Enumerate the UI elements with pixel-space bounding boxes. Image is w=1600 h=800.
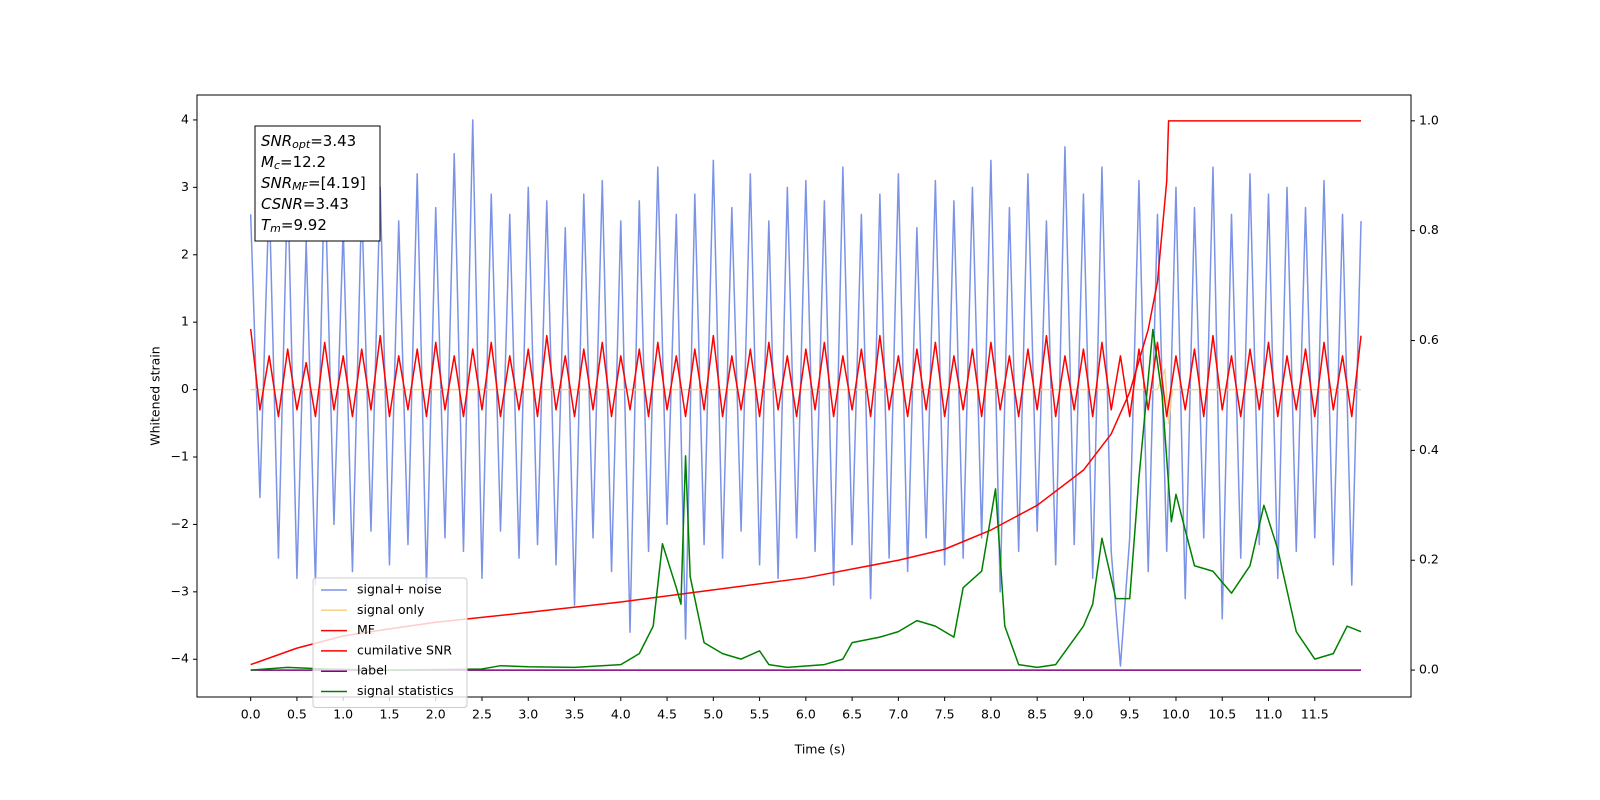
y2-tick-label: 0.0 — [1419, 662, 1439, 677]
x-tick-label: 0.0 — [241, 707, 261, 722]
y-axis-label: Whitened strain — [148, 346, 163, 445]
x-tick-label: 3.0 — [518, 707, 538, 722]
y-tick-label: 3 — [181, 179, 189, 194]
annotation-value: =3.43 — [310, 132, 356, 150]
legend-label: label — [357, 663, 387, 678]
annotation-subscript: c — [274, 159, 280, 172]
legend-label: signal+ noise — [357, 582, 442, 597]
x-tick-label: 8.0 — [981, 707, 1001, 722]
annotation-name: SNR — [261, 132, 292, 150]
annotation-subscript: MF — [292, 180, 308, 193]
annotation-subscript: opt — [292, 138, 311, 151]
x-tick-label: 11.0 — [1255, 707, 1283, 722]
annotation-name: M — [261, 153, 274, 171]
x-tick-label: 0.5 — [287, 707, 307, 722]
y-tick-label: 0 — [181, 381, 189, 396]
y-tick-label: −1 — [171, 449, 189, 464]
legend-label: MF — [357, 622, 375, 637]
annotation-name: CSNR — [261, 195, 303, 213]
y2-tick-label: 1.0 — [1419, 112, 1439, 127]
annotation-value: =9.92 — [281, 216, 327, 234]
series-line — [250, 368, 1362, 425]
x-tick-label: 10.0 — [1162, 707, 1190, 722]
x-tick-label: 6.0 — [796, 707, 816, 722]
x-axis-label: Time (s) — [794, 742, 846, 757]
y2-tick-label: 0.4 — [1419, 442, 1439, 457]
annotation-name: T — [261, 216, 272, 234]
annotation-name: SNR — [261, 174, 292, 192]
x-tick-label: 7.5 — [935, 707, 955, 722]
x-tick-label: 3.5 — [565, 707, 585, 722]
annotation-frame — [254, 125, 381, 242]
annotation: Tm=9.92 — [261, 216, 327, 236]
legend-label: signal statistics — [357, 683, 454, 698]
annotation-value: =[4.19] — [308, 174, 366, 192]
annotation: SNRMF=[4.19] — [261, 174, 366, 194]
annotation-value: =3.43 — [303, 195, 349, 213]
x-tick-label: 5.0 — [703, 707, 723, 722]
y2-tick-label: 0.8 — [1419, 222, 1439, 237]
legend-frame — [312, 577, 468, 708]
y-tick-label: 1 — [181, 314, 189, 329]
x-tick-label: 9.5 — [1120, 707, 1140, 722]
x-tick-label: 5.5 — [750, 707, 770, 722]
y-tick-label: −2 — [171, 516, 189, 531]
y-tick-label: 4 — [181, 111, 189, 126]
x-tick-label: 1.0 — [333, 707, 353, 722]
y-tick-label: −3 — [171, 583, 189, 598]
series-line — [249, 119, 1362, 667]
x-tick-label: 10.5 — [1208, 707, 1236, 722]
y-tick-label: 2 — [181, 246, 189, 261]
x-tick-label: 11.5 — [1301, 707, 1329, 722]
x-tick-label: 8.5 — [1027, 707, 1047, 722]
plot-frame — [196, 94, 1412, 698]
series-line — [249, 328, 1362, 418]
y-tick-label: −4 — [171, 651, 189, 666]
x-tick-label: 2.0 — [426, 707, 446, 722]
y2-tick-label: 0.6 — [1419, 332, 1439, 347]
annotation-subscript: m — [270, 222, 281, 235]
legend-label: cumilative SNR — [357, 642, 452, 657]
annotation: Mc=12.2 — [261, 153, 326, 173]
y2-tick-label: 0.2 — [1419, 552, 1439, 567]
x-tick-label: 7.0 — [888, 707, 908, 722]
annotation: SNRopt=3.43 — [261, 132, 356, 152]
x-tick-label: 4.5 — [657, 707, 677, 722]
x-tick-label: 6.5 — [842, 707, 862, 722]
x-tick-label: 9.0 — [1073, 707, 1093, 722]
annotation-box: SNRopt=3.43Mc=12.2SNRMF=[4.19]CSNR=3.43T… — [254, 125, 381, 242]
x-tick-label: 4.0 — [611, 707, 631, 722]
legend-label: signal only — [357, 602, 425, 617]
annotation: CSNR=3.43 — [261, 195, 349, 213]
legend: signal+ noise signal only MF cumilative SNR… — [312, 577, 468, 708]
annotation-value: =12.2 — [280, 153, 326, 171]
x-tick-label: 2.5 — [472, 707, 492, 722]
series-line — [250, 328, 1362, 671]
x-tick-label: 1.5 — [380, 707, 400, 722]
